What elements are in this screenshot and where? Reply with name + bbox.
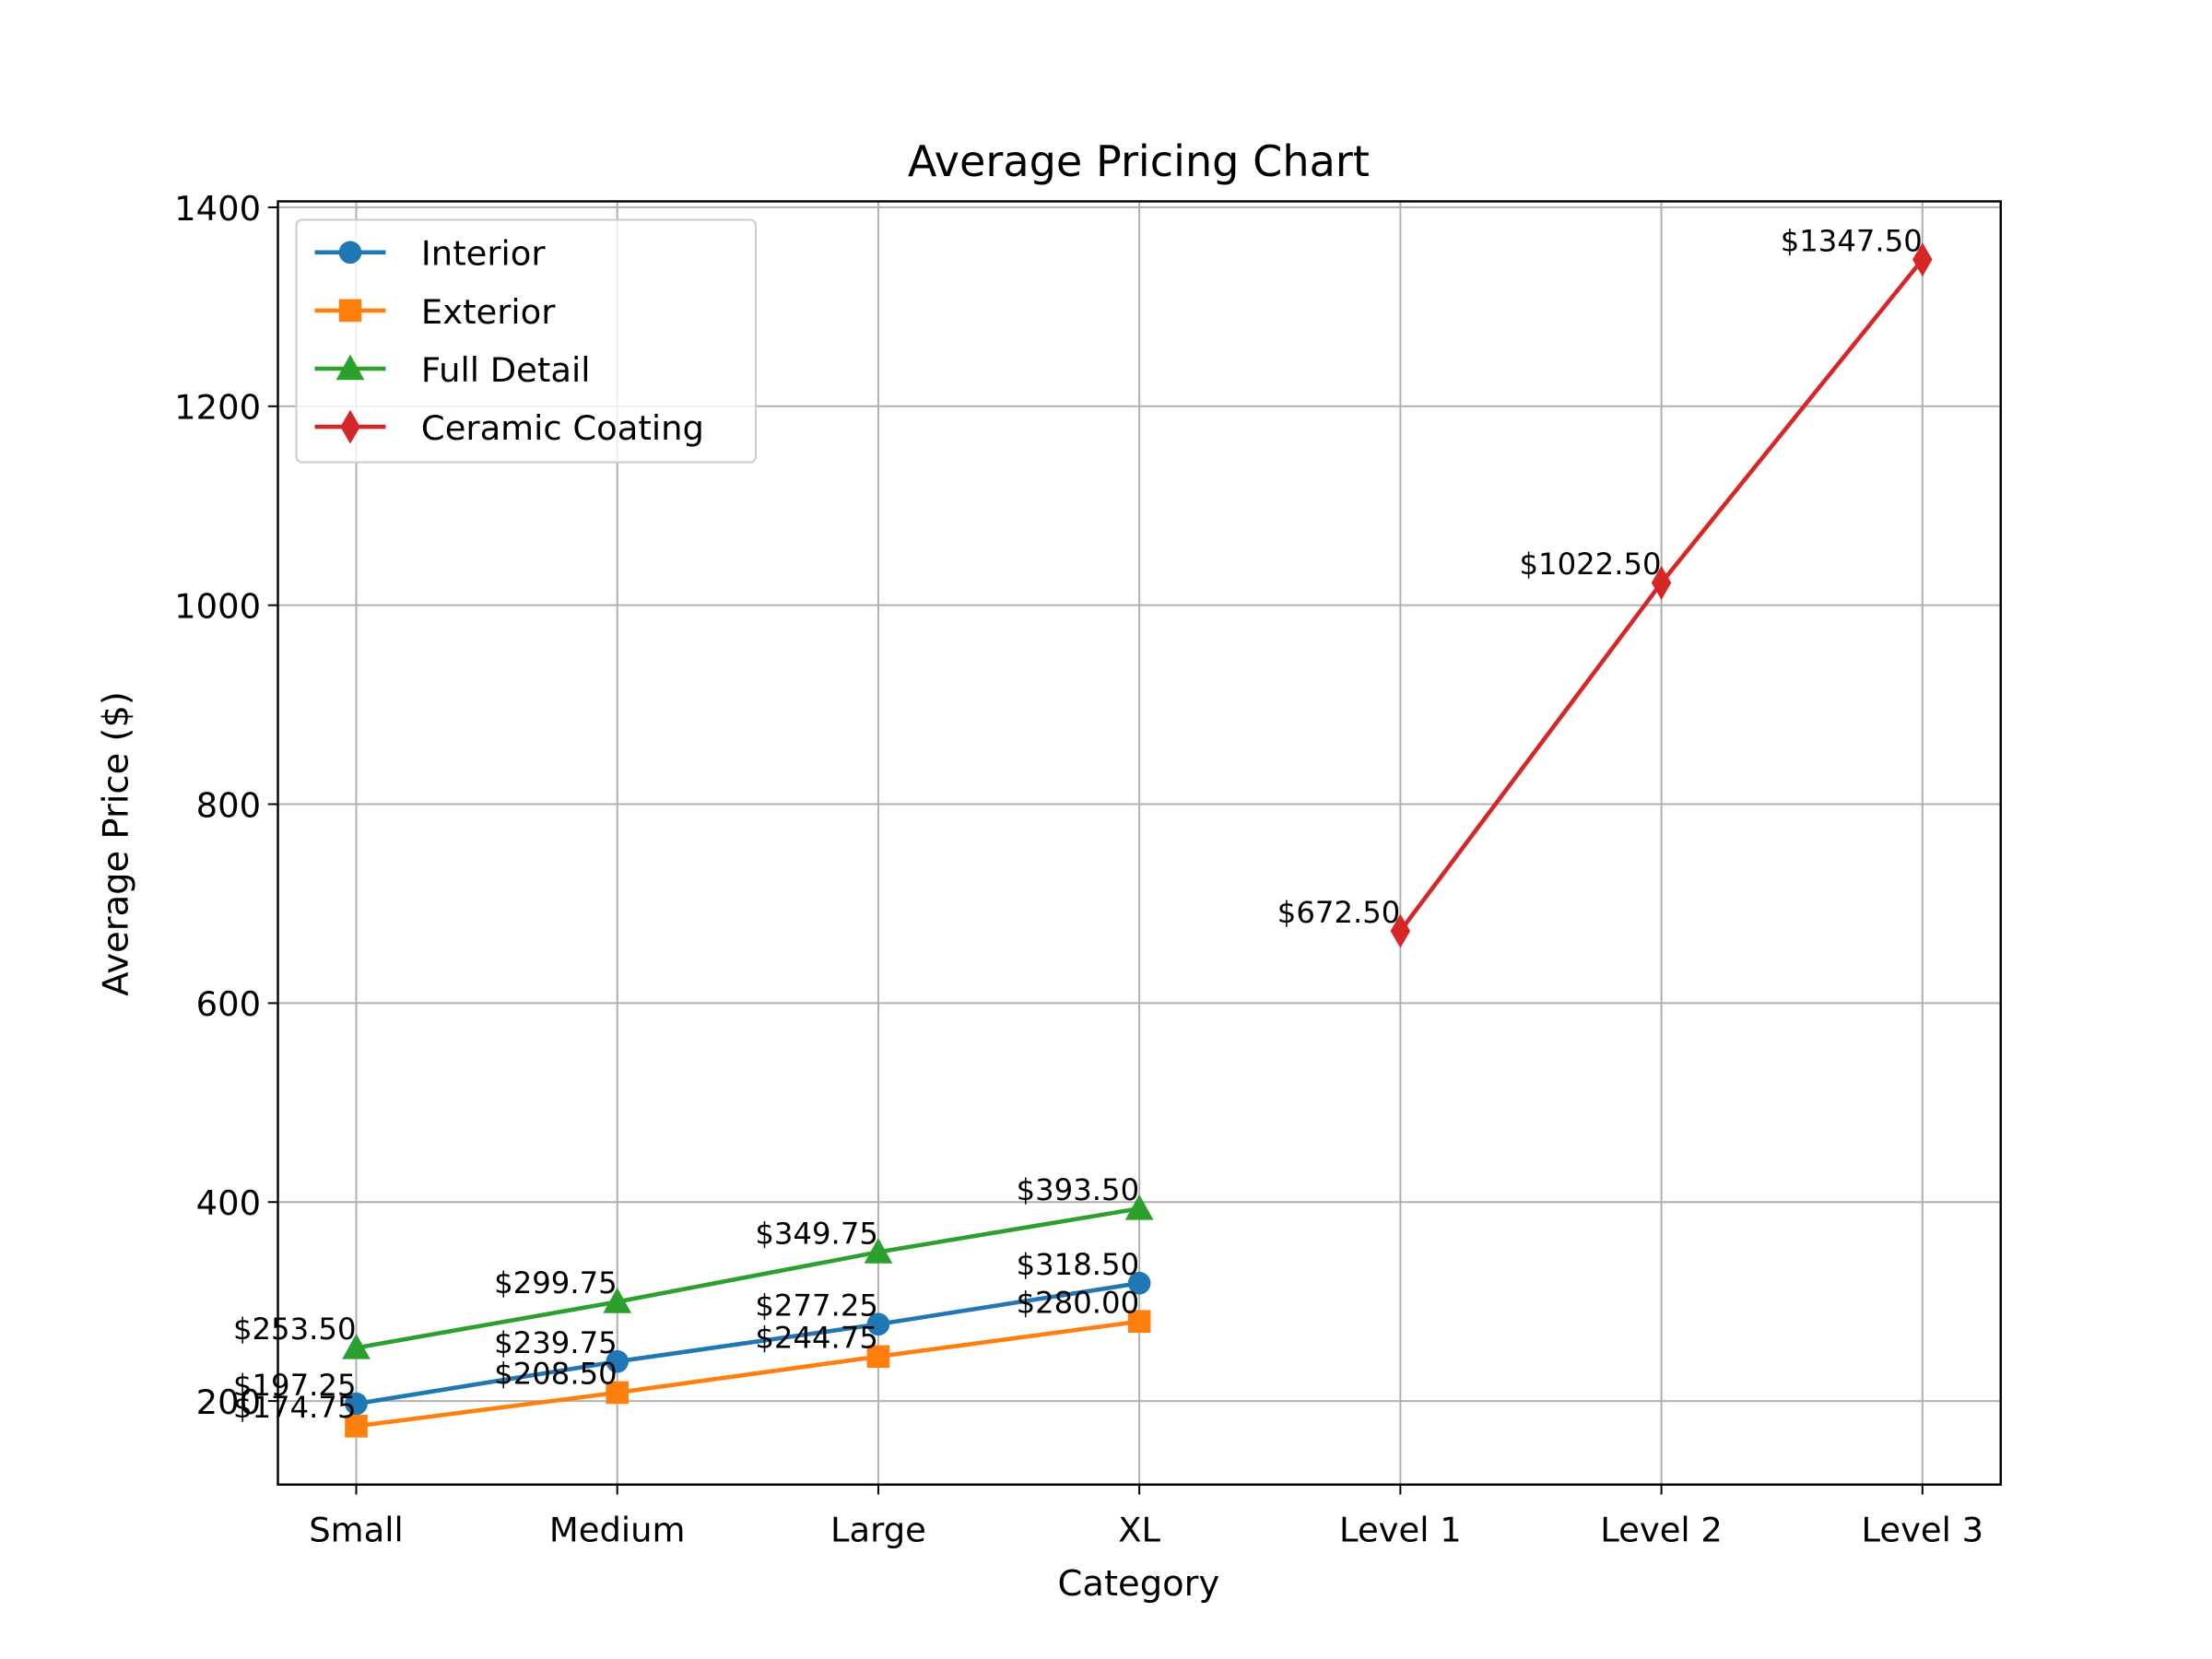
marker — [606, 1381, 629, 1405]
y-tick-label: 1200 — [174, 388, 261, 428]
data-label: $1022.50 — [1519, 547, 1661, 582]
y-tick-label: 1400 — [174, 189, 261, 229]
plot: $197.25 $239.75 $277.25 $318.50 $174.75 $208.… — [233, 223, 1933, 1438]
x-tick-label: XL — [1118, 1510, 1160, 1549]
data-label: $672.50 — [1277, 895, 1401, 930]
x-tick-label: Level 3 — [1861, 1510, 1983, 1549]
marker — [340, 409, 360, 444]
series-line — [356, 1319, 1140, 1429]
chart-title: Average Pricing Chart — [908, 136, 1370, 186]
data-label: $1347.50 — [1781, 223, 1923, 258]
series-line — [356, 1280, 1140, 1406]
marker — [1127, 1271, 1151, 1295]
data-label: $393.50 — [1017, 1172, 1140, 1207]
data-label: $299.75 — [494, 1265, 618, 1300]
legend-box — [295, 218, 758, 464]
y-axis-label: Average Price ($) — [95, 691, 136, 996]
x-tick-label: Large — [830, 1510, 926, 1549]
axes: 200 400 600 800 1000 1200 1400 Small Medium Large… — [174, 189, 1983, 1550]
legend-label: Exterior — [421, 292, 556, 332]
marker — [1390, 913, 1411, 948]
y-tick-label: 200 — [196, 1382, 261, 1422]
legend-label: Full Detail — [421, 350, 591, 390]
legend-label: Ceramic Coating — [421, 408, 704, 448]
data-label: $253.50 — [233, 1312, 357, 1347]
marker — [338, 299, 362, 323]
marker — [335, 354, 365, 381]
x-tick-label: Medium — [549, 1510, 686, 1549]
x-axis-label: Category — [1058, 1563, 1220, 1605]
data-label: $197.25 — [233, 1368, 357, 1403]
marker — [1127, 1310, 1151, 1334]
marker — [866, 1345, 890, 1369]
y-tick-label: 400 — [196, 1183, 261, 1223]
data-label: $244.75 — [755, 1321, 878, 1356]
marker — [866, 1312, 890, 1336]
legend: Interior Exterior Full Detail Ceramic Coati… — [295, 218, 758, 464]
data-label: $208.50 — [494, 1357, 618, 1392]
x-tick-label: Small — [309, 1510, 404, 1549]
data-label: $280.00 — [1017, 1286, 1140, 1321]
marker — [345, 1415, 368, 1438]
data-label: $174.75 — [233, 1390, 357, 1425]
series-line — [356, 1206, 1140, 1350]
legend-label: Interior — [421, 234, 546, 274]
marker — [603, 1288, 632, 1313]
marker — [1124, 1194, 1154, 1220]
data-label: $277.25 — [755, 1288, 878, 1323]
y-tick-label: 800 — [196, 785, 261, 825]
marker — [342, 1333, 371, 1359]
marker — [864, 1238, 893, 1264]
data-label: $239.75 — [494, 1325, 618, 1360]
x-tick-label: Level 2 — [1600, 1510, 1723, 1549]
marker — [606, 1349, 629, 1373]
marker — [345, 1392, 368, 1416]
data-label: $318.50 — [1017, 1247, 1140, 1282]
marker — [1651, 565, 1672, 600]
y-tick-label: 1000 — [174, 587, 261, 627]
y-tick-label: 600 — [196, 984, 261, 1024]
data-label: $349.75 — [755, 1216, 878, 1251]
marker — [338, 241, 362, 265]
x-tick-label: Level 1 — [1339, 1510, 1462, 1549]
